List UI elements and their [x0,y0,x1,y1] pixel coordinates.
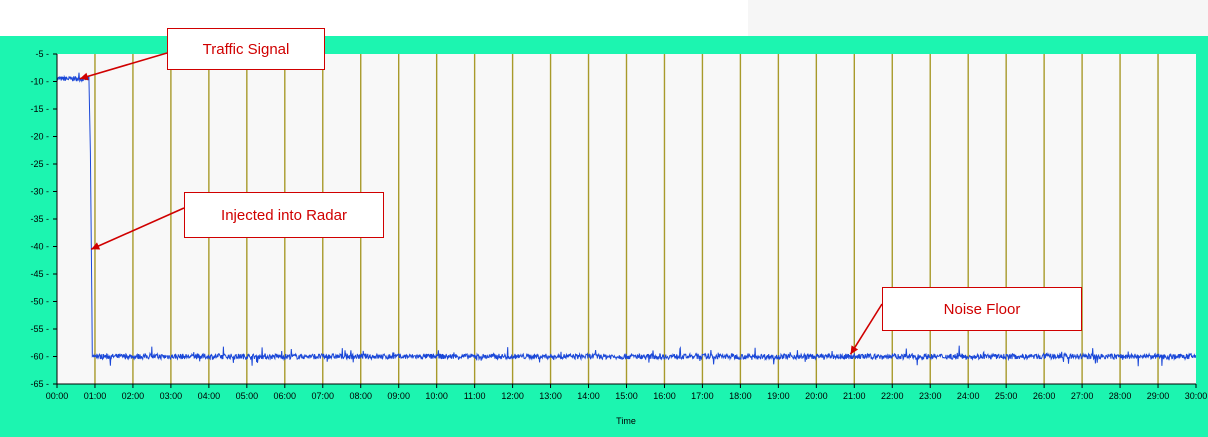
x-tick-label: 17:00 [691,391,714,401]
x-tick-label: 09:00 [387,391,410,401]
x-tick-label: 06:00 [274,391,297,401]
annotation-noise-floor: Noise Floor [882,287,1082,331]
x-tick-label: 12:00 [501,391,524,401]
y-ticks: -5 - -10 - -15 - -20 - -25 - -30 - -35 - -40 - -… [30,49,57,389]
y-tick-label: -20 - [30,132,49,142]
y-tick-label: -45 - [30,269,49,279]
chart-frame: -5 - -10 - -15 - -20 - -25 - -30 - -35 - -40 - -… [0,28,1208,437]
y-tick-label: -10 - [30,77,49,87]
y-tick-label: -5 - [36,49,50,59]
y-tick-label: -65 - [30,379,49,389]
annotation-arrowhead [91,242,101,250]
x-tick-label: 23:00 [919,391,942,401]
x-tick-label: 14:00 [577,391,600,401]
x-tick-label: 15:00 [615,391,638,401]
annotation-label: Noise Floor [943,300,1021,318]
x-tick-label: 30:00 [1185,391,1208,401]
y-tick-label: -55 - [30,324,49,334]
x-tick-label: 11:00 [464,391,486,401]
x-tick-label: 00:00 [46,391,69,401]
x-tick-label: 03:00 [160,391,183,401]
x-tick-label: 24:00 [957,391,980,401]
x-tick-label: 22:00 [881,391,904,401]
y-tick-label: -25 - [30,159,49,169]
x-tick-label: 01:00 [84,391,107,401]
annotation-arrow-line [79,52,168,80]
y-tick-label: -30 - [30,187,49,197]
x-tick-label: 20:00 [805,391,828,401]
x-tick-label: 21:00 [843,391,866,401]
x-tick-label: 26:00 [1033,391,1056,401]
y-tick-label: -50 - [30,297,49,307]
x-tick-label: 04:00 [198,391,221,401]
y-tick-label: -60 - [30,352,49,362]
x-tick-label: 27:00 [1071,391,1094,401]
x-tick-label: 02:00 [122,391,145,401]
x-ticks: 00:00 01:00 02:00 03:00 04:00 05:00 06:00 07:00… [46,384,1208,401]
x-tick-label: 07:00 [312,391,335,401]
series-line [56,72,1197,367]
x-tick-label: 28:00 [1109,391,1132,401]
x-tick-label: 10:00 [425,391,448,401]
x-tick-label: 05:00 [236,391,259,401]
x-tick-label: 29:00 [1147,391,1170,401]
annotation-label: Traffic Signal [202,40,290,58]
y-tick-label: -35 - [30,214,49,224]
annotation-label: Injected into Radar [221,206,347,224]
annotation-injected-into-radar: Injected into Radar [184,192,384,238]
x-tick-label: 19:00 [767,391,790,401]
x-tick-label: 13:00 [539,391,562,401]
annotation-arrow-line [90,207,185,250]
y-tick-label: -15 - [30,104,49,114]
annotation-traffic-signal: Traffic Signal [167,28,325,70]
annotation-arrow-line [849,303,883,355]
y-tick-label: -40 - [30,242,49,252]
annotation-arrowhead [79,72,89,81]
annotation-arrows [79,52,883,355]
top-right-panel [748,0,1208,36]
annotation-arrowhead [850,345,859,355]
x-axis-label: Time [616,416,636,426]
x-tick-label: 25:00 [995,391,1018,401]
x-tick-label: 18:00 [729,391,752,401]
x-tick-label: 08:00 [349,391,372,401]
chart: -5 - -10 - -15 - -20 - -25 - -30 - -35 - -40 - -… [30,49,1208,426]
x-tick-label: 16:00 [653,391,676,401]
